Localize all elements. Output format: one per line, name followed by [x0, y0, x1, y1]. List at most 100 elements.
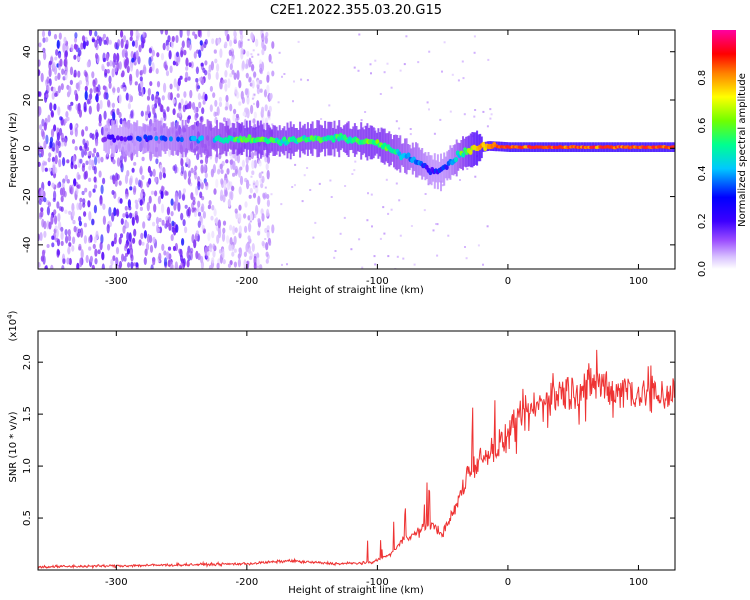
noise-cell	[127, 199, 131, 208]
noise-cell	[243, 213, 247, 219]
noise-cell	[253, 93, 256, 96]
noise-cell	[236, 70, 240, 80]
noise-cell	[120, 30, 124, 38]
noise-cell	[38, 161, 41, 167]
noise-cell	[91, 264, 95, 269]
noise-cell	[261, 175, 265, 184]
noise-cell	[210, 215, 214, 221]
noise-cell	[152, 221, 156, 227]
track-core-cell	[406, 152, 411, 158]
noise-cell	[222, 194, 226, 203]
noise-cell	[155, 94, 159, 100]
noise-cell	[163, 250, 167, 256]
noise-cell	[112, 255, 116, 262]
noise-cell	[489, 108, 492, 111]
noise-cell	[245, 243, 249, 253]
noise-cell	[56, 183, 60, 189]
noise-cell	[268, 53, 272, 63]
noise-cell	[185, 66, 189, 71]
track-core-cell	[176, 136, 181, 142]
noise-cell	[379, 93, 382, 95]
noise-cell	[164, 64, 168, 71]
noise-cell	[142, 221, 146, 229]
noise-cell	[139, 180, 143, 189]
noise-cell	[225, 94, 229, 103]
noise-cell	[176, 51, 180, 58]
noise-cell	[164, 190, 168, 196]
noise-cell	[116, 174, 120, 180]
noise-cell	[369, 63, 372, 66]
noise-cell	[261, 240, 265, 247]
noise-cell	[120, 38, 124, 49]
noise-cell	[98, 170, 102, 178]
noise-cell	[261, 39, 265, 50]
noise-cell	[212, 250, 216, 258]
noise-cell	[91, 71, 95, 79]
noise-cell	[193, 51, 197, 59]
noise-cell	[139, 167, 143, 175]
noise-cell	[96, 151, 100, 158]
colorbar-ticks: 0.0 0.2 0.4 0.6 0.8	[697, 70, 708, 277]
noise-cell	[43, 140, 47, 150]
noise-cell	[38, 142, 41, 147]
noise-cell	[112, 175, 116, 185]
y-tick-label: 0.5	[22, 510, 33, 526]
noise-cell	[212, 92, 216, 98]
noise-cell	[370, 72, 372, 75]
noise-cell	[79, 145, 83, 151]
noise-cell	[47, 157, 51, 163]
noise-cell	[280, 203, 283, 206]
noise-cell	[44, 264, 48, 269]
noise-cell	[57, 72, 61, 81]
noise-cell	[137, 56, 141, 65]
noise-cell	[137, 33, 141, 38]
track-halo-cell	[195, 126, 198, 152]
noise-cell	[163, 112, 167, 122]
noise-cell	[266, 155, 271, 164]
noise-cell	[81, 129, 85, 137]
noise-cell	[158, 217, 162, 223]
track-halo-cell	[205, 126, 208, 151]
noise-cell	[249, 251, 253, 260]
noise-cell	[193, 169, 197, 176]
noise-cell	[241, 60, 245, 70]
noise-cell	[265, 242, 269, 251]
noise-cell	[167, 246, 172, 251]
noise-cell	[74, 164, 78, 170]
noise-cell	[100, 184, 104, 195]
noise-cell	[223, 79, 227, 84]
noise-cell	[43, 197, 47, 203]
noise-cell	[99, 99, 103, 110]
track-core-cell	[115, 135, 120, 141]
y-tick-label: 1.5	[22, 406, 33, 422]
noise-cell	[353, 169, 356, 172]
noise-cell	[424, 193, 427, 195]
noise-cell	[238, 247, 242, 253]
noise-cell	[229, 73, 233, 78]
noise-cell	[154, 176, 158, 183]
noise-cell	[251, 170, 255, 175]
noise-cell	[373, 255, 376, 258]
noise-cell	[184, 77, 188, 83]
noise-cell	[149, 244, 154, 253]
noise-cell	[186, 103, 190, 110]
noise-cell	[423, 209, 426, 212]
noise-cell	[50, 128, 55, 138]
noise-cell	[179, 30, 183, 38]
noise-cell	[473, 51, 476, 54]
noise-cell	[135, 262, 139, 268]
noise-cell	[187, 76, 191, 81]
noise-cell	[243, 251, 247, 258]
noise-cell	[108, 81, 112, 89]
noise-cell	[174, 164, 178, 174]
noise-cell	[161, 219, 165, 226]
noise-cell	[82, 40, 86, 50]
noise-cell	[69, 79, 73, 86]
noise-cell	[185, 71, 189, 79]
noise-cell	[165, 70, 170, 77]
noise-cell	[197, 30, 201, 38]
noise-cell	[216, 262, 220, 269]
noise-cell	[428, 108, 430, 111]
noise-cell	[217, 219, 221, 229]
noise-cell	[39, 124, 43, 130]
